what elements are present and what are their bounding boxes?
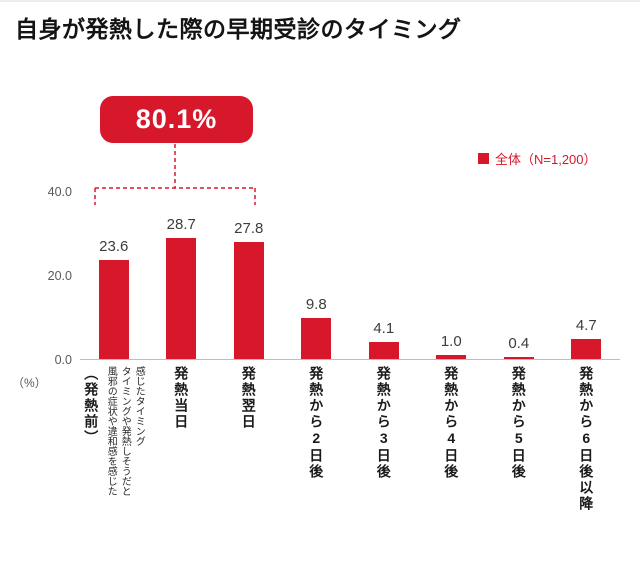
x-axis-label: 発熱から6日後以降 <box>578 366 595 512</box>
y-axis-unit-label: （%） <box>12 376 47 390</box>
x-axis-label-sub: 風邪の症状や違和感を感じたタイミングや発熱しそうだと感じたタイミング <box>105 366 145 496</box>
bar <box>301 317 332 359</box>
bar-value-label: 1.0 <box>440 332 462 350</box>
bar-group: 23.6 <box>80 192 148 359</box>
y-axis-tick-0: 0.0 <box>54 353 72 367</box>
legend-label: 全体（N=1,200） <box>495 152 597 167</box>
bar-group: 1.0 <box>418 192 486 359</box>
x-axis-label: 発熱から5日後 <box>510 366 527 480</box>
bar-value-label: 23.6 <box>99 237 129 255</box>
y-axis-tick-40: 40.0 <box>47 185 72 199</box>
bar-value-label: 27.8 <box>234 220 264 238</box>
x-axis-label: 発熱翌日 <box>240 366 257 430</box>
x-axis-label: （発熱前） 風邪の症状や違和感を感じたタイミングや発熱しそうだと感じたタイミング <box>80 366 148 576</box>
x-axis-label: 発熱当日 <box>173 366 190 430</box>
bar <box>233 242 264 359</box>
bar-value-label: 0.4 <box>508 335 530 353</box>
x-axis-label: 発熱から2日後 <box>308 366 325 480</box>
y-axis-tick-20: 20.0 <box>47 269 72 283</box>
plot-area: 23.6 28.7 27.8 9.8 4.1 1.0 0.4 4.7 <box>80 192 620 360</box>
chart-title: 自身が発熱した際の早期受診のタイミング <box>15 16 462 42</box>
bar-group: 27.8 <box>215 192 283 359</box>
bar-group: 9.8 <box>283 192 351 359</box>
bar-value-label: 9.8 <box>305 295 327 313</box>
bar <box>166 238 197 359</box>
bar <box>503 357 534 359</box>
bar <box>98 259 129 359</box>
bar <box>368 341 399 359</box>
x-axis-label: 発熱から4日後 <box>443 366 460 480</box>
bar-group: 28.7 <box>148 192 216 359</box>
bar-value-label: 4.1 <box>373 319 395 337</box>
callout-bracket <box>94 144 256 205</box>
bar-group: 4.7 <box>553 192 621 359</box>
bar-value-label: 4.7 <box>575 317 597 335</box>
bar-value-label: 28.7 <box>166 216 196 234</box>
bar <box>436 354 467 359</box>
x-axis-label: 発熱から3日後 <box>375 366 392 480</box>
x-axis-labels: （発熱前） 風邪の症状や違和感を感じたタイミングや発熱しそうだと感じたタイミング… <box>80 366 620 576</box>
legend: 全体（N=1,200） <box>478 149 597 168</box>
bar <box>571 339 602 359</box>
bar-group: 0.4 <box>485 192 553 359</box>
x-axis-label-main: （発熱前） <box>83 366 100 446</box>
legend-swatch-icon <box>478 153 489 164</box>
bar-group: 4.1 <box>350 192 418 359</box>
callout-badge: 80.1% <box>100 96 253 143</box>
